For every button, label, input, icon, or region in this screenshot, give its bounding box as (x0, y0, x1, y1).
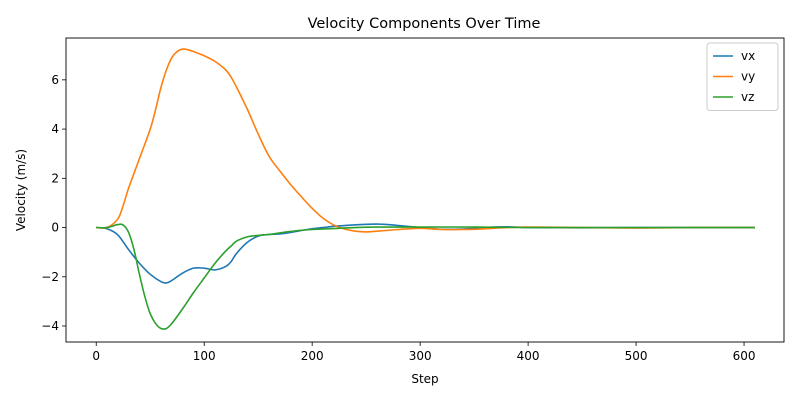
legend-label-vz: vz (741, 90, 754, 104)
y-tick-label: −2 (41, 270, 59, 284)
y-tick-label: 2 (51, 171, 59, 185)
y-tick-label: 6 (51, 73, 59, 87)
legend-box (706, 42, 779, 111)
legend: vx vy vz (706, 42, 779, 111)
x-axis-label: Step (411, 372, 438, 386)
series-line-vy (96, 48, 755, 233)
x-tick-label: 100 (193, 349, 216, 363)
x-tick-label: 200 (301, 349, 324, 363)
y-tick-label: 0 (51, 221, 59, 235)
y-axis-label: Velocity (m/s) (14, 149, 28, 231)
axes-layer: 0 100 200 300 400 500 600 −4 −2 0 2 4 6 (41, 73, 755, 363)
y-tick-label: 4 (51, 122, 59, 136)
x-tick-label: 500 (625, 349, 648, 363)
series-line-vz (96, 223, 755, 330)
plot-area (66, 38, 784, 342)
x-tick-label: 300 (409, 349, 432, 363)
legend-label-vy: vy (741, 70, 755, 84)
series-layer (96, 48, 755, 330)
x-tick-label: 400 (517, 349, 540, 363)
chart-title: Velocity Components Over Time (308, 16, 541, 32)
plot-frame (65, 37, 785, 343)
x-tick-label: 600 (733, 349, 756, 363)
y-tick-label: −4 (41, 319, 59, 333)
legend-label-vx: vx (741, 49, 755, 63)
x-tick-label: 0 (92, 349, 100, 363)
